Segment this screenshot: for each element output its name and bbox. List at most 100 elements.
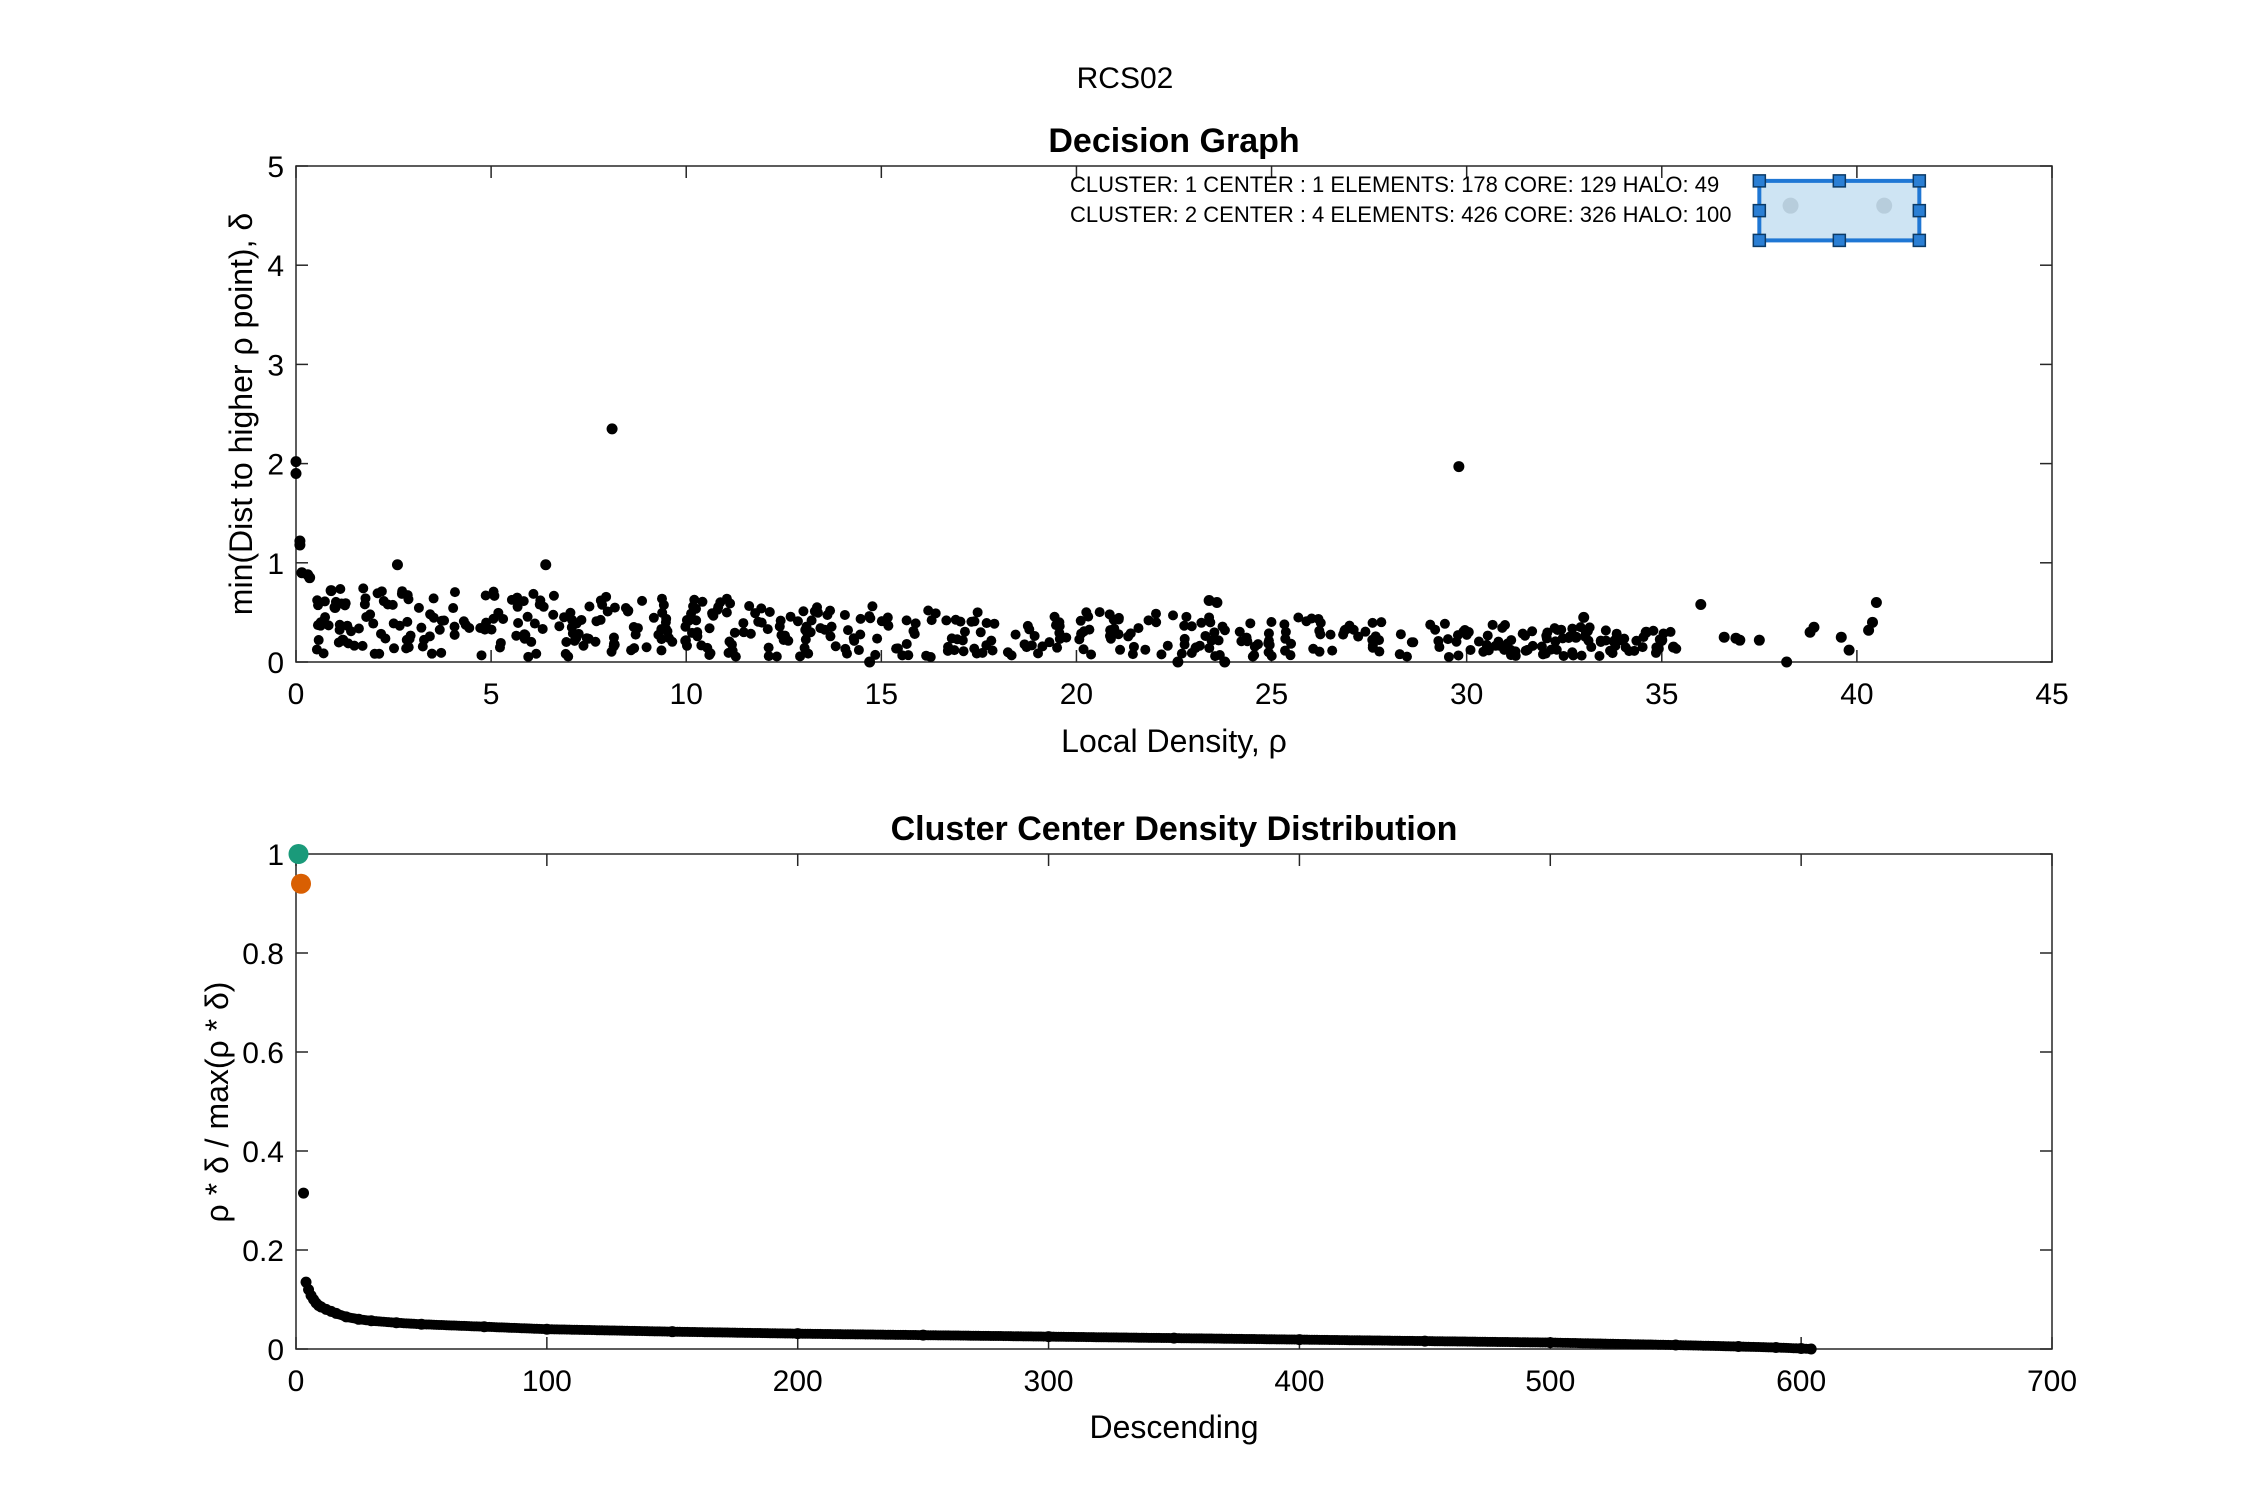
decision-graph-point: [1395, 629, 1406, 640]
decision-graph-point: [1113, 629, 1124, 640]
selection-handle[interactable]: [1912, 174, 1927, 188]
decision-graph-point: [704, 623, 715, 634]
decision-graph-point: [840, 643, 851, 654]
decision-graph-point: [325, 585, 337, 597]
decision-graph-point: [1108, 614, 1119, 625]
decision-graph-point: [1482, 630, 1493, 641]
decision-graph-point: [966, 616, 977, 627]
decision-graph-point: [648, 612, 659, 623]
decision-graph-point: [680, 621, 691, 632]
density-distribution-xtick-label: 600: [1776, 1365, 1826, 1398]
decision-graph-point: [597, 599, 608, 610]
decision-graph-point: [342, 620, 353, 631]
decision-graph-point: [540, 559, 552, 571]
cluster-annotation: CLUSTER: 2 CENTER : 4 ELEMENTS: 426 CORE…: [1070, 202, 1731, 227]
decision-graph-point: [1527, 640, 1538, 651]
density-distribution-point: [353, 1313, 365, 1325]
selection-handle[interactable]: [1832, 233, 1847, 248]
decision-graph-point: [397, 586, 408, 597]
decision-graph-xtick-label: 40: [1840, 678, 1873, 711]
decision-graph-point: [372, 588, 383, 599]
decision-graph-point: [1052, 642, 1063, 653]
decision-graph-point: [864, 656, 876, 668]
decision-graph-point: [448, 603, 459, 614]
decision-graph-point: [950, 614, 961, 625]
density-distribution-point: [666, 1326, 678, 1338]
decision-graph-point: [753, 616, 764, 627]
decision-graph-point: [921, 650, 932, 661]
decision-graph-point: [1452, 630, 1463, 641]
selection-handle[interactable]: [1752, 174, 1767, 188]
decision-graph-point: [870, 649, 881, 660]
decision-graph-point: [394, 620, 405, 631]
decision-graph-point: [867, 601, 878, 612]
decision-graph-point: [488, 586, 499, 597]
decision-graph-point: [897, 650, 908, 661]
decision-graph-point: [1179, 633, 1190, 644]
decision-graph-point: [1578, 611, 1590, 623]
decision-graph-point: [428, 593, 439, 604]
decision-graph-point: [1234, 626, 1245, 637]
decision-graph-point: [799, 642, 810, 653]
decision-graph-point: [1376, 617, 1387, 628]
decision-graph-points: [290, 197, 1893, 668]
decision-graph-point: [908, 625, 919, 636]
decision-graph-point: [571, 633, 582, 644]
decision-graph-point: [975, 627, 986, 638]
density-distribution-point: [390, 1317, 402, 1329]
decision-graph-point: [629, 643, 640, 654]
decision-graph-point: [591, 616, 602, 627]
decision-graph-point: [969, 643, 980, 654]
density-distribution-ylabel: ρ * δ / max(ρ * δ): [199, 982, 235, 1223]
decision-graph-point: [830, 641, 841, 652]
decision-graph-point: [522, 611, 533, 622]
decision-graph-axes: Decision Graph Local Density, ρ min(Dist…: [223, 122, 2069, 759]
decision-graph-point: [1181, 611, 1192, 622]
decision-graph-point: [771, 651, 782, 662]
decision-graph-point: [1439, 618, 1450, 629]
decision-graph-point: [1730, 632, 1742, 644]
density-distribution-point: [1670, 1339, 1682, 1351]
selection-box[interactable]: [1757, 178, 1922, 243]
selection-handle[interactable]: [1832, 174, 1847, 188]
decision-graph-point: [304, 572, 316, 584]
decision-graph-point: [1473, 636, 1484, 647]
density-distribution-point: [1795, 1343, 1807, 1355]
decision-graph-ytick-label: 1: [267, 548, 284, 581]
decision-graph-point: [1151, 617, 1162, 628]
decision-graph-point: [1465, 644, 1476, 655]
decision-graph-point: [1600, 625, 1611, 636]
decision-graph-point: [358, 583, 369, 594]
selection-handle[interactable]: [1912, 203, 1927, 218]
decision-graph-point: [1280, 626, 1291, 637]
density-distribution-ytick-label: 0.2: [242, 1235, 284, 1268]
selection-handle[interactable]: [1912, 233, 1927, 248]
decision-graph-point: [1219, 625, 1230, 636]
decision-graph-point: [1453, 650, 1464, 661]
decision-graph-point: [1550, 636, 1561, 647]
decision-graph-point: [1835, 631, 1847, 643]
decision-graph-point: [391, 559, 403, 571]
decision-graph-ytick-label: 4: [267, 250, 284, 283]
decision-graph-point: [380, 633, 391, 644]
decision-graph-point: [401, 643, 412, 654]
selection-handle[interactable]: [1752, 203, 1767, 218]
decision-graph-point: [1156, 649, 1167, 660]
decision-graph-point: [1133, 623, 1144, 634]
decision-graph-point: [1206, 635, 1217, 646]
decision-graph-point: [523, 651, 534, 662]
selection-handle[interactable]: [1752, 233, 1767, 248]
decision-graph-point: [1481, 639, 1492, 650]
decision-graph-point: [1394, 649, 1405, 660]
decision-graph-point: [1219, 656, 1231, 668]
density-distribution-xtick-label: 400: [1274, 1365, 1324, 1398]
decision-graph-point: [712, 604, 723, 615]
density-distribution-point: [415, 1318, 427, 1330]
cluster-annotation: CLUSTER: 1 CENTER : 1 ELEMENTS: 178 CORE…: [1070, 172, 1719, 197]
decision-graph-point: [1549, 623, 1560, 634]
decision-graph-point: [1074, 634, 1085, 645]
density-distribution-point: [340, 1311, 352, 1323]
decision-graph-point: [389, 643, 400, 654]
decision-graph-point: [1285, 650, 1296, 661]
